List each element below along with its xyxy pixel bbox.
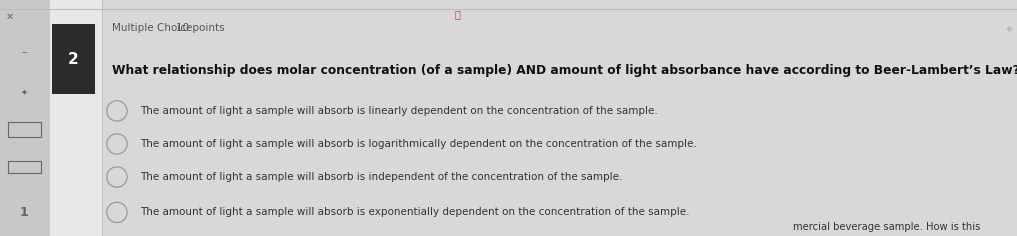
FancyBboxPatch shape bbox=[52, 24, 95, 94]
Text: 2: 2 bbox=[68, 51, 78, 67]
Text: ✕: ✕ bbox=[6, 12, 14, 21]
Text: What relationship does molar concentration (of a sample) AND amount of light abs: What relationship does molar concentrati… bbox=[112, 64, 1017, 77]
Text: The amount of light a sample will absorb is exponentially dependent on the conce: The amount of light a sample will absorb… bbox=[140, 207, 690, 217]
FancyBboxPatch shape bbox=[0, 0, 49, 236]
FancyBboxPatch shape bbox=[49, 0, 102, 236]
Text: 🖱: 🖱 bbox=[455, 9, 461, 19]
Text: mercial beverage sample. How is this: mercial beverage sample. How is this bbox=[793, 222, 980, 232]
Text: Multiple Choice: Multiple Choice bbox=[112, 23, 192, 33]
Text: ◆: ◆ bbox=[1006, 24, 1012, 33]
Text: The amount of light a sample will absorb is independent of the concentration of : The amount of light a sample will absorb… bbox=[140, 172, 622, 182]
Text: The amount of light a sample will absorb is logarithmically dependent on the con: The amount of light a sample will absorb… bbox=[140, 139, 697, 149]
Text: ✦: ✦ bbox=[21, 88, 27, 97]
Text: 10 points: 10 points bbox=[176, 23, 225, 33]
Text: –: – bbox=[21, 47, 27, 57]
Text: 1: 1 bbox=[20, 206, 28, 219]
Text: The amount of light a sample will absorb is linearly dependent on the concentrat: The amount of light a sample will absorb… bbox=[140, 106, 658, 116]
